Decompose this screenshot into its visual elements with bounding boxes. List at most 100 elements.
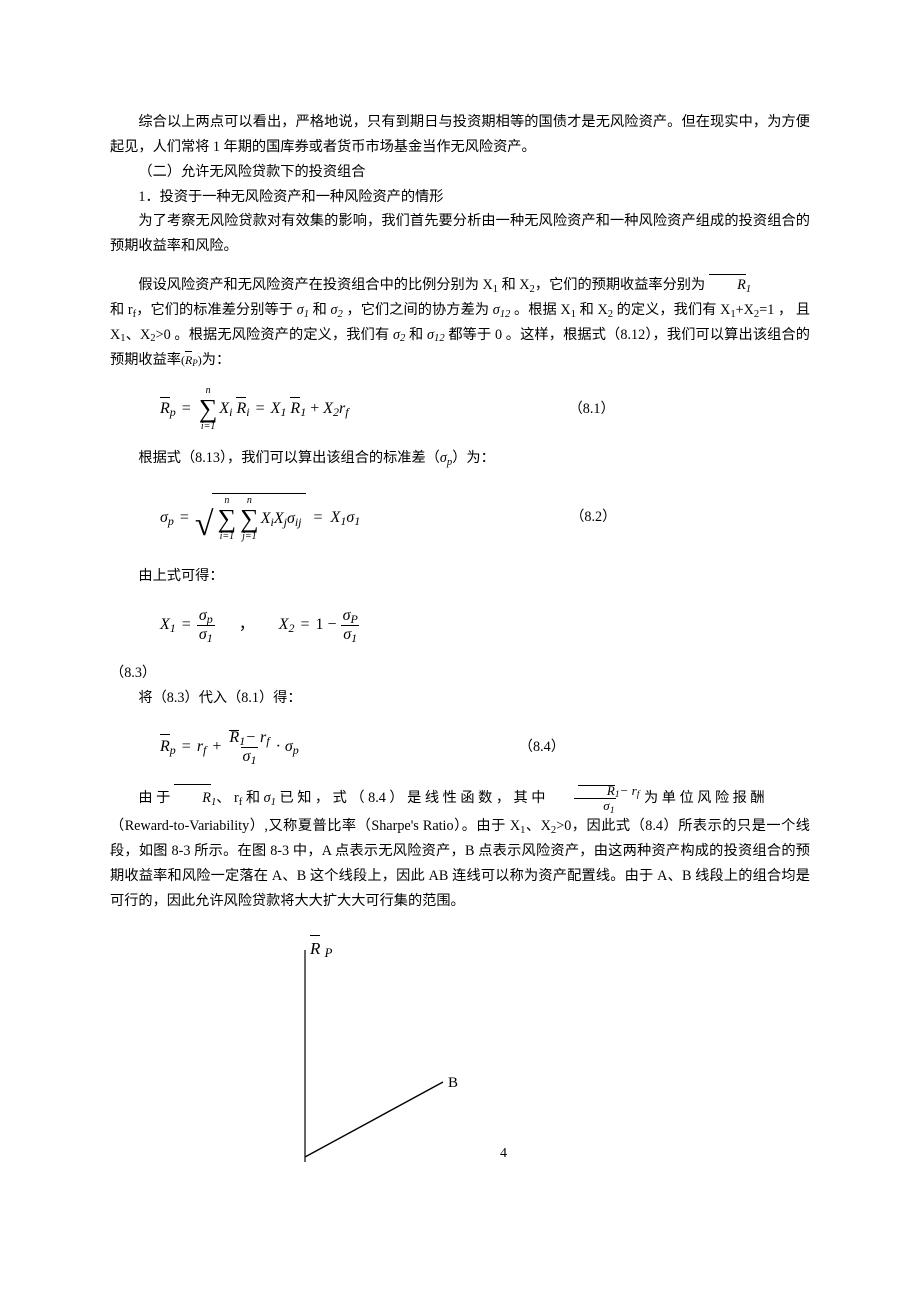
sigma: σ <box>287 510 295 527</box>
paragraph-6: 将（8.3）代入（8.1）得： <box>110 686 810 711</box>
sharpe-frac: R1− rf σ1 <box>549 784 640 814</box>
lb: j=1 <box>242 532 257 542</box>
sigma1: σ1 <box>346 504 360 532</box>
rf: rf <box>339 395 349 423</box>
eq-label: （8.4） <box>519 735 565 760</box>
i: i <box>201 421 204 432</box>
sigma: σ <box>297 302 304 318</box>
den: σ1 <box>574 798 616 814</box>
sub: 1 <box>351 631 357 645</box>
sub: p <box>207 612 213 626</box>
plus: + <box>310 395 319 423</box>
equation-8-3: X1 = σp σ1 ， X2 = 1 − σP σ1 <box>160 607 810 643</box>
plus: + <box>212 733 221 761</box>
eq: = <box>182 611 191 639</box>
sigma: σ <box>264 790 271 806</box>
num: R1− rf <box>549 784 640 799</box>
Xj: Xj <box>274 505 287 533</box>
text: 的定义，我们有 X <box>613 302 730 318</box>
sym-Rpbar-inline: (RP) <box>181 353 202 367</box>
text: 根据式（8.13），我们可以算出该组合的标准差（ <box>138 450 439 466</box>
text: 已 知 ， 式 （ 8.4 ） 是 线 性 函 数 ， 其 中 <box>276 790 549 806</box>
page-number: 4 <box>500 1142 507 1167</box>
sigma: σ <box>393 327 400 343</box>
sub: 1 <box>170 621 176 635</box>
one: 1 <box>316 611 324 639</box>
sub-1d: 1 <box>120 333 125 344</box>
sub: 2 <box>400 333 405 344</box>
sub: 1 <box>340 514 346 528</box>
sub: 1 <box>610 805 615 816</box>
X2: X2 <box>279 611 295 639</box>
text: 、 r <box>216 790 238 806</box>
s1: 1 <box>239 734 245 748</box>
eq2: = <box>256 395 265 423</box>
X: X <box>160 616 170 633</box>
eq-label: （8.1） <box>569 397 615 422</box>
sigma2: σ2 <box>331 302 343 318</box>
eq-label: （8.2） <box>570 505 616 530</box>
r: r <box>632 783 637 798</box>
sigma: σ <box>160 509 168 526</box>
bar: R <box>229 729 239 747</box>
paragraph-3-cont: 和 rf，它们的标准差分别等于 σ1 和 σ2 ，它们之间的协方差为 σ12 。… <box>110 298 810 373</box>
bar: R <box>236 395 246 423</box>
sub: 2 <box>289 621 295 635</box>
sub-1b: 1 <box>571 309 576 320</box>
X2: X2 <box>323 395 339 423</box>
sub: f <box>203 743 206 757</box>
dot: · <box>276 733 281 761</box>
sigma12b: σ12 <box>427 327 445 343</box>
sub-2: 2 <box>551 825 556 836</box>
text: 和 X <box>576 302 608 318</box>
text: 、X <box>525 818 550 834</box>
R1bar: R1 <box>174 790 216 806</box>
den: σ1 <box>241 747 259 766</box>
i: i <box>220 531 223 542</box>
sub: p <box>170 405 176 419</box>
text: 和 <box>242 790 263 806</box>
line-AB <box>305 1082 443 1157</box>
bar: R <box>310 934 320 964</box>
X: X <box>261 510 271 527</box>
sf: f <box>637 789 640 800</box>
text: ）为： <box>452 450 495 466</box>
eq-8-3-tag: （8.3） <box>110 661 810 686</box>
X: X <box>219 400 229 417</box>
s: σ <box>199 607 207 624</box>
sub: 1 <box>207 631 213 645</box>
text: 为 单 位 风 险 报 酬 <box>644 790 765 806</box>
sf: f <box>266 734 269 748</box>
point-label-B: B <box>448 1070 458 1096</box>
Ri: Ri <box>236 395 249 423</box>
den: σ1 <box>197 625 215 644</box>
den: σ1 <box>341 625 359 644</box>
X1: X1 <box>271 395 287 423</box>
figure-svg <box>110 932 810 1162</box>
bar: R <box>174 783 211 814</box>
X: X <box>323 400 333 417</box>
R1b: R1 <box>290 395 306 423</box>
spacer <box>110 259 810 273</box>
X: X <box>271 400 281 417</box>
heading-item-1: 1．投资于一种无风险资产和一种风险资产的情形 <box>110 185 810 210</box>
sub: ij <box>295 515 302 529</box>
ss: ∑ <box>218 506 237 532</box>
sub: 1 <box>300 405 306 419</box>
sub: P <box>192 358 198 368</box>
sum-i: n ∑ i=1 <box>218 496 237 542</box>
eq2: = <box>314 504 323 532</box>
text: 和 X <box>498 277 530 293</box>
s: σ <box>343 626 351 643</box>
sqrt: √ n ∑ i=1 n ∑ j=1 Xi Xj σij <box>195 493 306 542</box>
sigmaij: σij <box>287 505 302 533</box>
sigmap: σp <box>285 733 299 761</box>
X1: X1 <box>331 504 347 532</box>
frac1: σp σ1 <box>197 607 215 643</box>
equation-8-1: Rp = n ∑ i=1 Xi Ri = X1 R1 + X2 rf （8.1） <box>160 386 810 432</box>
eq: = <box>182 733 191 761</box>
s: σ <box>603 798 609 813</box>
s: σ <box>199 626 207 643</box>
sub: 12 <box>500 309 511 320</box>
sub-2: 2 <box>530 284 535 295</box>
